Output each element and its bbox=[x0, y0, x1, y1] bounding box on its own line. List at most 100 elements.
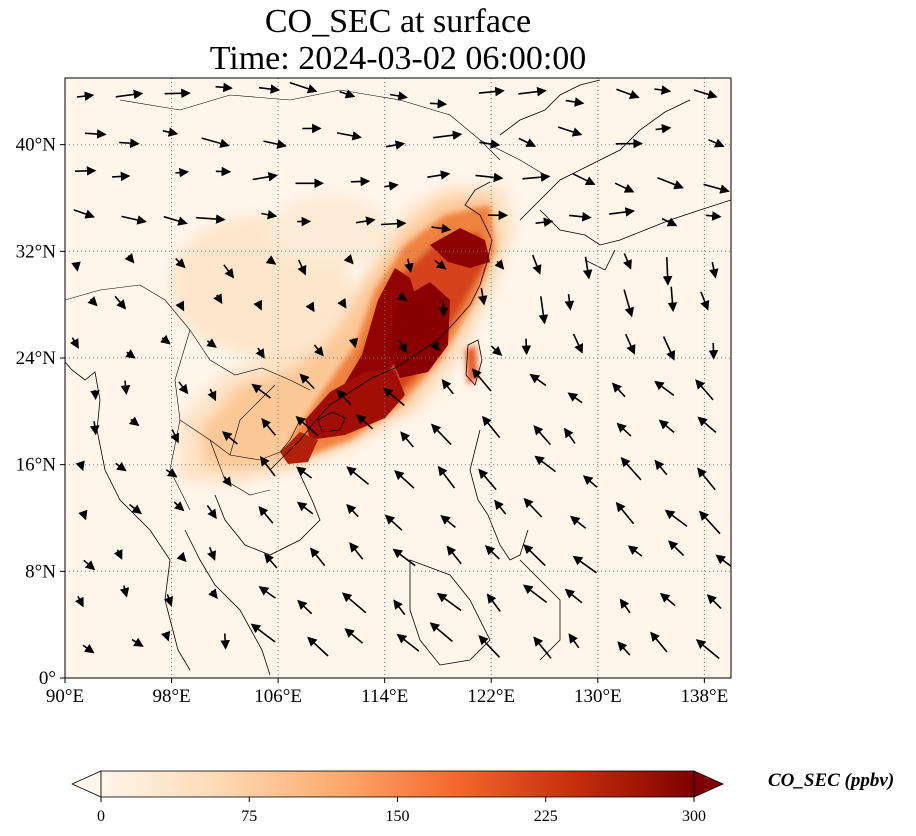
wind-arrow bbox=[614, 182, 635, 193]
wind-arrow bbox=[114, 295, 127, 310]
wind-arrow bbox=[74, 595, 84, 608]
wind-arrow bbox=[297, 259, 307, 276]
wind-arrow bbox=[658, 419, 675, 434]
wind-arrow bbox=[569, 515, 587, 529]
wind-arrow bbox=[619, 598, 631, 614]
wind-arrow bbox=[479, 139, 501, 149]
wind-arrow bbox=[582, 256, 593, 280]
wind-arrow bbox=[355, 414, 374, 430]
lon-tick-label: 130°E bbox=[574, 686, 622, 707]
wind-arrow bbox=[434, 259, 447, 270]
wind-arrow bbox=[394, 470, 415, 489]
colorbar: 0 75 150 225 300 bbox=[71, 770, 724, 825]
wind-arrow bbox=[709, 261, 719, 279]
wind-arrow bbox=[163, 215, 188, 226]
colorbar-gradient bbox=[101, 771, 694, 797]
wind-arrow bbox=[208, 588, 218, 600]
wind-arrow bbox=[296, 466, 313, 479]
wind-arrow bbox=[383, 387, 405, 407]
wind-arrow bbox=[348, 337, 359, 349]
wind-arrow bbox=[432, 130, 463, 140]
wind-arrow bbox=[313, 344, 324, 357]
wind-arrow bbox=[253, 299, 263, 311]
wind-arrow bbox=[385, 140, 406, 150]
wind-arrow bbox=[170, 429, 179, 444]
wind-arrow bbox=[654, 85, 672, 95]
wind-arrow bbox=[337, 297, 347, 309]
lat-tick-label: 0° bbox=[39, 668, 56, 689]
wind-arrow bbox=[389, 91, 408, 101]
wind-arrow bbox=[346, 503, 359, 518]
wind-arrow bbox=[538, 296, 549, 325]
wind-arrow bbox=[297, 599, 313, 615]
wind-arrow bbox=[478, 468, 497, 491]
wind-arrow bbox=[215, 166, 232, 177]
wind-arrow bbox=[350, 176, 371, 187]
wind-arrow bbox=[258, 505, 274, 524]
wind-arrow bbox=[623, 289, 635, 318]
wind-arrow bbox=[481, 415, 501, 439]
wind-arrow bbox=[355, 216, 376, 226]
wind-arrow bbox=[521, 338, 532, 356]
wind-arrow bbox=[259, 456, 276, 477]
co-field-high bbox=[280, 228, 490, 464]
lon-tick-label: 138°E bbox=[681, 686, 729, 707]
wind-arrow bbox=[115, 89, 144, 100]
wind-arrow bbox=[299, 373, 315, 390]
wind-arrow bbox=[250, 623, 276, 643]
wind-arrow bbox=[446, 545, 462, 565]
wind-arrow bbox=[121, 215, 147, 225]
wind-arrow bbox=[309, 547, 326, 567]
wind-arrow bbox=[564, 588, 583, 604]
wind-arrow bbox=[572, 173, 596, 185]
wind-arrow bbox=[668, 540, 685, 557]
wind-arrow bbox=[384, 181, 399, 191]
wind-arrow bbox=[436, 592, 462, 612]
wind-arrow bbox=[657, 176, 684, 190]
wind-arrow bbox=[178, 381, 189, 395]
wind-arrow bbox=[477, 288, 488, 306]
wind-arrow bbox=[71, 261, 81, 272]
wind-arrow bbox=[478, 86, 505, 97]
wind-arrow bbox=[339, 89, 356, 99]
wind-arrow bbox=[346, 466, 370, 485]
wind-arrow bbox=[255, 347, 265, 359]
wind-arrow bbox=[176, 551, 187, 563]
wind-arrow bbox=[201, 137, 230, 148]
wind-arrow bbox=[265, 255, 277, 265]
wind-arrow bbox=[129, 503, 142, 515]
wind-arrow bbox=[113, 549, 123, 560]
wind-arrow bbox=[569, 211, 592, 222]
wind-arrow bbox=[305, 301, 315, 313]
colorbar-tick-label: 0 bbox=[97, 808, 105, 825]
wind-arrow bbox=[715, 554, 731, 568]
wind-arrow bbox=[263, 139, 287, 149]
wind-arrow bbox=[616, 88, 640, 99]
wind-arrow bbox=[115, 461, 127, 472]
wind-arrow bbox=[523, 544, 546, 567]
wind-arrow bbox=[175, 300, 185, 312]
wind-arrow bbox=[400, 431, 414, 448]
wind-arrow bbox=[125, 349, 136, 359]
colorbar-tick-label: 75 bbox=[241, 808, 257, 825]
colorbar-extend-min bbox=[71, 770, 102, 798]
wind-arrow bbox=[384, 514, 403, 531]
wind-arrow bbox=[119, 138, 140, 148]
wind-arrow bbox=[708, 342, 719, 360]
wind-arrow bbox=[85, 129, 107, 139]
wind-arrow bbox=[697, 416, 717, 434]
wind-arrow bbox=[706, 594, 722, 609]
plot-title-line-2: Time: 2024-03-02 06:00:00 bbox=[209, 40, 587, 77]
wind-arrow bbox=[624, 333, 636, 355]
wind-arrow bbox=[341, 592, 367, 614]
wind-arrow bbox=[662, 336, 675, 361]
wind-arrow bbox=[87, 296, 98, 307]
colorbar-tick-label: 225 bbox=[534, 808, 558, 825]
wind-arrow bbox=[623, 253, 632, 270]
wind-arrow bbox=[160, 334, 171, 345]
wind-arrow bbox=[206, 338, 217, 348]
wind-arrow bbox=[475, 172, 504, 183]
wind-arrow bbox=[486, 593, 501, 612]
wind-arrow bbox=[471, 368, 492, 392]
wind-arrow bbox=[533, 636, 552, 659]
